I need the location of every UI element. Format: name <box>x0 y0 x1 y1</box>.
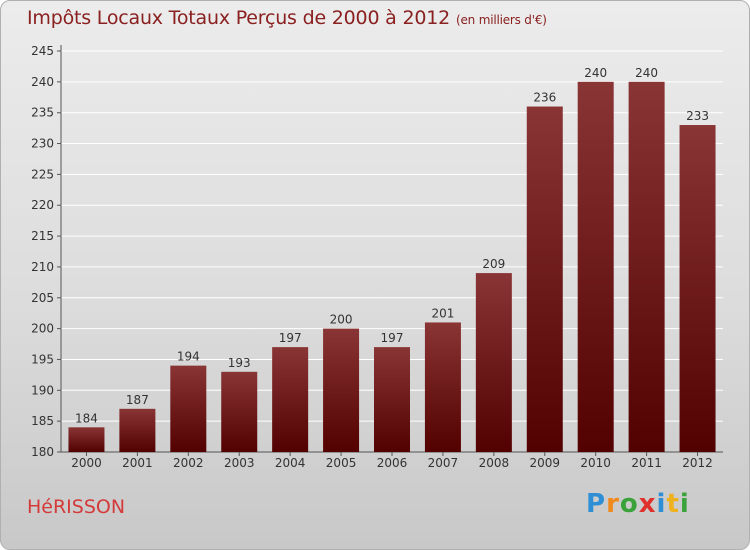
bar <box>679 125 716 453</box>
y-tick-label: 195 <box>31 352 54 366</box>
chart-title-text: Impôts Locaux Totaux Perçus de 2000 à 20… <box>27 7 451 29</box>
data-label: 187 <box>126 393 149 407</box>
data-label: 240 <box>584 66 607 80</box>
bar <box>221 371 258 452</box>
logo-letter: P <box>586 489 607 519</box>
y-tick-label: 210 <box>31 260 54 274</box>
y-tick-label: 245 <box>31 44 54 58</box>
chart-subtitle: (en milliers d'€) <box>456 13 547 27</box>
bar-layer <box>68 81 716 453</box>
bar <box>526 106 563 453</box>
bar <box>272 347 309 452</box>
x-tick-label: 2012 <box>682 456 713 470</box>
y-tick-label: 205 <box>31 291 54 305</box>
y-tick-label: 220 <box>31 198 54 212</box>
data-label: 193 <box>228 356 251 370</box>
data-label: 194 <box>177 350 200 364</box>
bar <box>68 427 105 452</box>
y-tick-label: 200 <box>31 322 54 336</box>
logo-letter: t <box>666 489 680 519</box>
x-tick-label: 2006 <box>377 456 408 470</box>
bar <box>170 365 207 452</box>
y-tick-label: 185 <box>31 414 54 428</box>
y-tick-label: 215 <box>31 229 54 243</box>
logo-letter: r <box>606 489 620 519</box>
bar <box>374 347 410 452</box>
y-tick-label: 180 <box>31 445 54 459</box>
label-layer: 184 187 194 193 197 200 197 201 209 236 240 240 233 <box>75 66 709 425</box>
x-tick-label: 2008 <box>479 456 510 470</box>
data-label: 200 <box>330 313 353 327</box>
x-tick-label: 2007 <box>428 456 459 470</box>
x-tick-label: 2002 <box>173 456 204 470</box>
x-tick-label: 2005 <box>326 456 357 470</box>
logo-letter: i <box>679 489 690 519</box>
bar <box>577 81 614 452</box>
bar <box>323 328 360 452</box>
x-tick-label: 2011 <box>631 456 662 470</box>
data-label: 197 <box>279 331 302 345</box>
city-name: HéRISSON <box>27 496 126 518</box>
bar <box>628 81 665 452</box>
x-tick-label: 2003 <box>224 456 255 470</box>
logo-letter: x <box>638 489 657 519</box>
data-label: 201 <box>431 306 454 320</box>
data-label: 209 <box>482 257 505 271</box>
x-tick-label: 2000 <box>71 456 102 470</box>
x-tick-label: 2001 <box>122 456 153 470</box>
y-tick-label: 240 <box>31 75 54 89</box>
chart-title: Impôts Locaux Totaux Perçus de 2000 à 20… <box>27 7 547 29</box>
y-tick-label: 190 <box>31 383 54 397</box>
data-label: 240 <box>635 66 658 80</box>
data-label: 233 <box>686 109 709 123</box>
bar <box>119 408 156 452</box>
logo-letter: i <box>656 489 667 519</box>
x-tick-label: 2010 <box>580 456 611 470</box>
y-tick-label: 225 <box>31 167 54 181</box>
bar <box>424 322 461 452</box>
bar <box>475 273 512 452</box>
proxiti-logo[interactable]: Proxiti <box>586 489 690 519</box>
data-label: 184 <box>75 411 98 425</box>
data-label: 236 <box>533 91 556 105</box>
x-tick-label: 2004 <box>275 456 306 470</box>
y-tick-label: 230 <box>31 137 54 151</box>
logo-letter: o <box>619 489 639 519</box>
data-label: 197 <box>381 331 404 345</box>
y-tick-label: 235 <box>31 106 54 120</box>
x-tick-label: 2009 <box>529 456 560 470</box>
